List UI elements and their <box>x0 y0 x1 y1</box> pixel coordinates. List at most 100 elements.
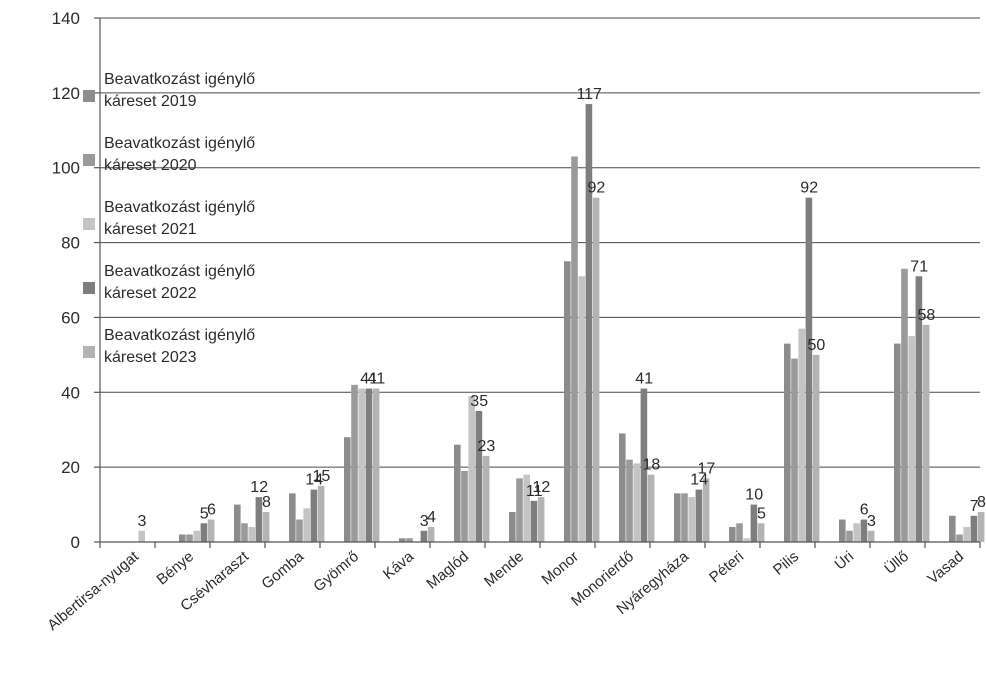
bar-Káva-1 <box>399 538 406 542</box>
bar-Bénye-2 <box>186 534 193 542</box>
legend-label: káreset 2019 <box>104 93 197 110</box>
x-tick-label: Monor <box>539 548 583 588</box>
bar-Gyömrő-1 <box>344 437 351 542</box>
bar-Pilis-5 <box>812 354 820 542</box>
y-tick-label: 20 <box>61 458 80 477</box>
bar-Maglód-1 <box>454 444 461 542</box>
x-tick-label: Mende <box>481 548 527 591</box>
bar-Mende-3 <box>523 474 530 542</box>
bar-Gomba-1 <box>289 493 296 542</box>
bar-Maglód-4 <box>475 411 483 542</box>
data-label: 41 <box>368 371 386 388</box>
data-label: 6 <box>860 502 869 519</box>
x-tick-label: Bénye <box>154 548 198 588</box>
x-tick-label: Maglód <box>423 548 472 593</box>
bar-Csévharaszt-5 <box>262 512 270 542</box>
bar-Monorierdő-5 <box>647 474 655 542</box>
bar-Nyáregyháza-5 <box>702 478 710 542</box>
data-labels: 3 561281415414134352311121179241181417105… <box>138 86 986 530</box>
bar-Albertirsa-nyugat-3 <box>138 530 145 542</box>
legend-swatch <box>83 90 95 102</box>
data-label: 18 <box>643 457 661 474</box>
bar-Monor-3 <box>578 276 585 542</box>
data-label: 11 <box>526 483 543 500</box>
bar-Pilis-3 <box>798 328 805 542</box>
bar-Maglód-5 <box>482 455 490 542</box>
bar-Nyáregyháza-4 <box>695 489 703 542</box>
x-tick-label: Albertirsa-nyugat <box>44 548 142 634</box>
bar-Péteri-3 <box>743 538 750 542</box>
x-tick-label: Üllő <box>881 547 912 577</box>
bar-Monor-2 <box>571 156 578 542</box>
data-label: 15 <box>313 468 331 485</box>
bar-Úri-4 <box>860 519 868 542</box>
bar-Csévharaszt-1 <box>234 504 241 542</box>
legend-swatch <box>83 346 95 358</box>
y-tick-label: 120 <box>52 84 80 103</box>
bar-Péteri-4 <box>750 504 758 542</box>
y-tick-label: 80 <box>61 234 80 253</box>
bar-Káva-2 <box>406 538 413 542</box>
bar-Péteri-5 <box>757 523 765 542</box>
bars <box>138 104 985 542</box>
legend-label: káreset 2020 <box>104 157 197 174</box>
bar-Gomba-3 <box>303 508 310 542</box>
data-label: 41 <box>635 371 653 388</box>
data-label: 14 <box>305 472 323 489</box>
bar-Úri-5 <box>867 530 875 542</box>
data-label: 3 <box>138 513 147 530</box>
data-label: 12 <box>250 479 268 496</box>
bar-Csévharaszt-2 <box>241 523 248 542</box>
bar-Monor-1 <box>564 261 571 542</box>
x-tick-label: Vasad <box>924 548 967 588</box>
data-label: 8 <box>262 494 271 511</box>
bar-Monorierdő-1 <box>619 433 626 542</box>
x-tick-label: Úri <box>831 548 857 573</box>
legend-label: káreset 2022 <box>104 285 197 302</box>
y-tick-label: 40 <box>61 383 80 402</box>
data-label: 10 <box>745 487 763 504</box>
data-label: 8 <box>977 494 986 511</box>
bar-Káva-4 <box>420 530 428 542</box>
y-tick-label: 60 <box>61 308 80 327</box>
bar-Mende-5 <box>537 497 545 542</box>
bar-Üllő-2 <box>901 268 908 542</box>
bar-Bénye-4 <box>200 523 208 542</box>
bar-Pilis-2 <box>791 358 798 542</box>
bar-Üllő-1 <box>894 343 901 542</box>
bar-Mende-4 <box>530 500 538 542</box>
y-tick-label: 140 <box>52 9 80 28</box>
bar-Maglód-2 <box>461 470 468 542</box>
legend-swatch <box>83 218 95 230</box>
bar-Monor-5 <box>592 197 600 542</box>
legend-label: Beavatkozást igénylő <box>104 199 255 216</box>
legend-label: Beavatkozást igénylő <box>104 71 255 88</box>
bar-Gomba-4 <box>310 489 318 542</box>
data-label: 6 <box>207 502 216 519</box>
data-label: 117 <box>576 86 602 103</box>
data-label: 12 <box>533 479 551 496</box>
bar-Úri-3 <box>853 523 860 542</box>
data-label: 41 <box>360 371 378 388</box>
bar-Gomba-5 <box>317 485 325 542</box>
data-label: 5 <box>757 505 766 522</box>
bar-Üllő-4 <box>915 276 923 542</box>
bar-Úri-1 <box>839 519 846 542</box>
bar-Vasad-4 <box>970 515 978 542</box>
data-label: 23 <box>478 438 496 455</box>
bar-Péteri-1 <box>729 527 736 542</box>
x-tick-label: Gyömrő <box>310 548 362 595</box>
bar-Bénye-5 <box>207 519 215 542</box>
data-label: 4 <box>427 509 436 526</box>
data-label: 35 <box>470 393 488 410</box>
bar-Vasad-3 <box>963 527 970 542</box>
data-label: 71 <box>910 258 928 275</box>
bar-Nyáregyháza-3 <box>688 497 695 542</box>
bar-Csévharaszt-3 <box>248 527 255 542</box>
axes <box>94 17 981 548</box>
bar-Mende-2 <box>516 478 523 542</box>
bar-Üllő-5 <box>922 324 930 542</box>
legend-label: Beavatkozást igénylő <box>104 263 255 280</box>
